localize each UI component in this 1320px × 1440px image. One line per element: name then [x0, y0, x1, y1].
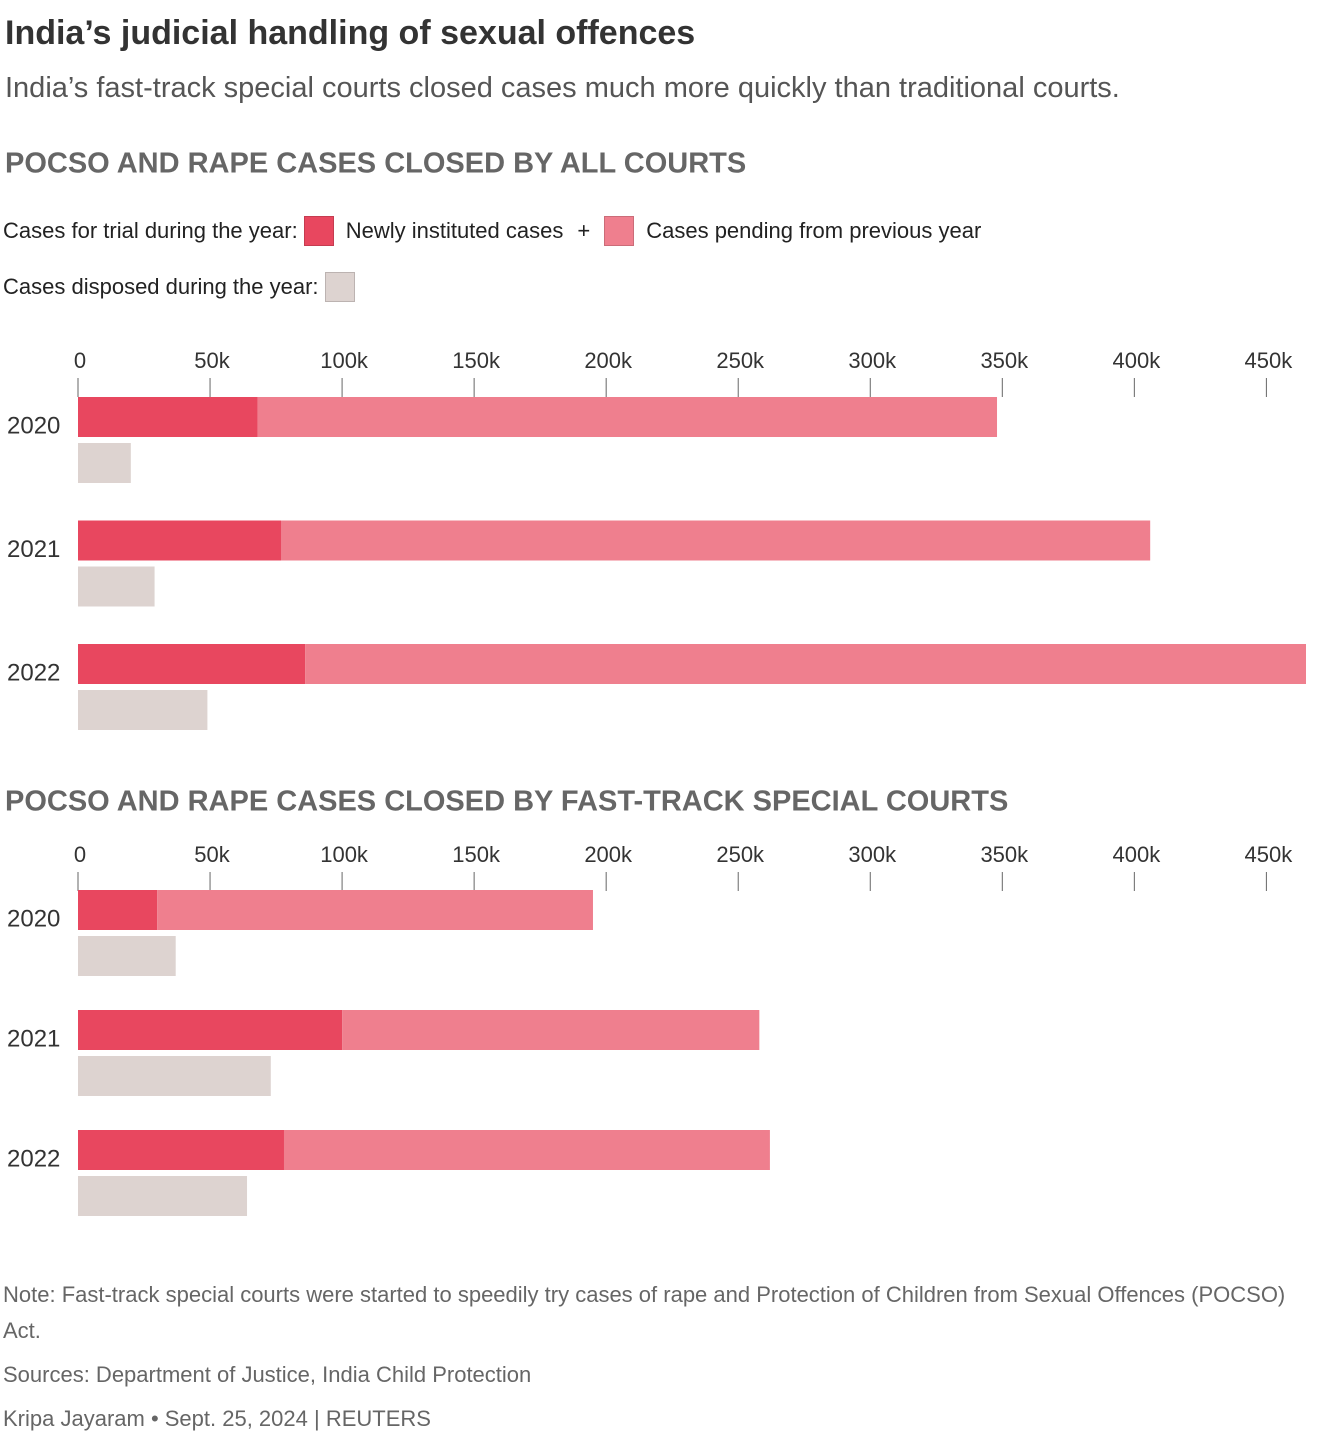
x-tick-label: 400k	[1112, 842, 1161, 867]
bar	[281, 520, 1151, 561]
x-tick-label: 0	[74, 348, 86, 373]
x-tick-label: 50k	[194, 348, 230, 373]
x-tick-label: 250k	[716, 842, 765, 867]
bar	[78, 890, 158, 930]
bar	[78, 1010, 343, 1050]
note: Note: Fast-track special courts were sta…	[3, 1282, 1286, 1343]
y-tick-label: 2021	[7, 1025, 60, 1052]
section-title: POCSO AND RAPE CASES CLOSED BY FAST-TRAC…	[5, 786, 1008, 818]
x-tick-label: 200k	[584, 348, 633, 373]
credit: Kripa Jayaram • Sept. 25, 2024 | REUTERS	[3, 1406, 431, 1431]
bar	[78, 520, 282, 561]
x-tick-label: 300k	[848, 842, 897, 867]
legend-label: Cases for trial during the year:	[3, 218, 298, 243]
bar	[78, 1130, 284, 1170]
legend-plus: +	[577, 218, 591, 243]
bar	[78, 690, 208, 730]
legend-entry: Newly instituted cases	[345, 218, 564, 243]
y-tick-label: 2021	[7, 536, 60, 563]
legend-swatch	[324, 272, 355, 302]
bar	[78, 644, 306, 684]
x-tick-label: 350k	[980, 842, 1029, 867]
x-tick-label: 450k	[1245, 842, 1294, 867]
x-tick-label: 50k	[194, 842, 230, 867]
x-tick-label: 100k	[320, 348, 369, 373]
x-tick-label: 200k	[584, 842, 633, 867]
x-tick-label: 400k	[1112, 348, 1161, 373]
x-tick-label: 0	[74, 842, 86, 867]
bar	[257, 397, 998, 437]
legend-label: Cases disposed during the year:	[3, 274, 319, 299]
legend-trial: Cases for trial during the year: Newly i…	[3, 216, 981, 246]
x-tick-label: 100k	[320, 842, 369, 867]
bar	[342, 1010, 760, 1050]
x-tick-label: 150k	[452, 842, 501, 867]
bar	[78, 1056, 271, 1096]
bar	[78, 443, 131, 483]
legend-entry: Cases pending from previous year	[646, 218, 982, 243]
bar	[78, 397, 258, 437]
subtitle: India’s fast-track special courts closed…	[5, 72, 1120, 104]
legend-disposed: Cases disposed during the year:	[3, 272, 355, 302]
bar	[157, 890, 593, 930]
legend-swatch	[604, 216, 635, 246]
sources: Sources: Department of Justice, India Ch…	[3, 1362, 532, 1387]
x-tick-label: 250k	[716, 348, 765, 373]
y-tick-label: 2020	[7, 905, 60, 932]
x-tick-label: 300k	[848, 348, 897, 373]
x-tick-label: 350k	[980, 348, 1029, 373]
legend-swatch	[303, 216, 334, 246]
section-title: POCSO AND RAPE CASES CLOSED BY ALL COURT…	[5, 148, 746, 180]
y-tick-label: 2022	[7, 1145, 60, 1172]
bar	[78, 566, 155, 607]
bar	[78, 936, 176, 976]
x-tick-label: 150k	[452, 348, 501, 373]
bar	[78, 1176, 248, 1216]
y-tick-label: 2020	[7, 412, 60, 439]
title: India’s judicial handling of sexual offe…	[5, 14, 696, 52]
y-tick-label: 2022	[7, 659, 60, 686]
x-tick-label: 450k	[1245, 348, 1294, 373]
bar	[283, 1130, 770, 1170]
bar	[305, 644, 1306, 684]
